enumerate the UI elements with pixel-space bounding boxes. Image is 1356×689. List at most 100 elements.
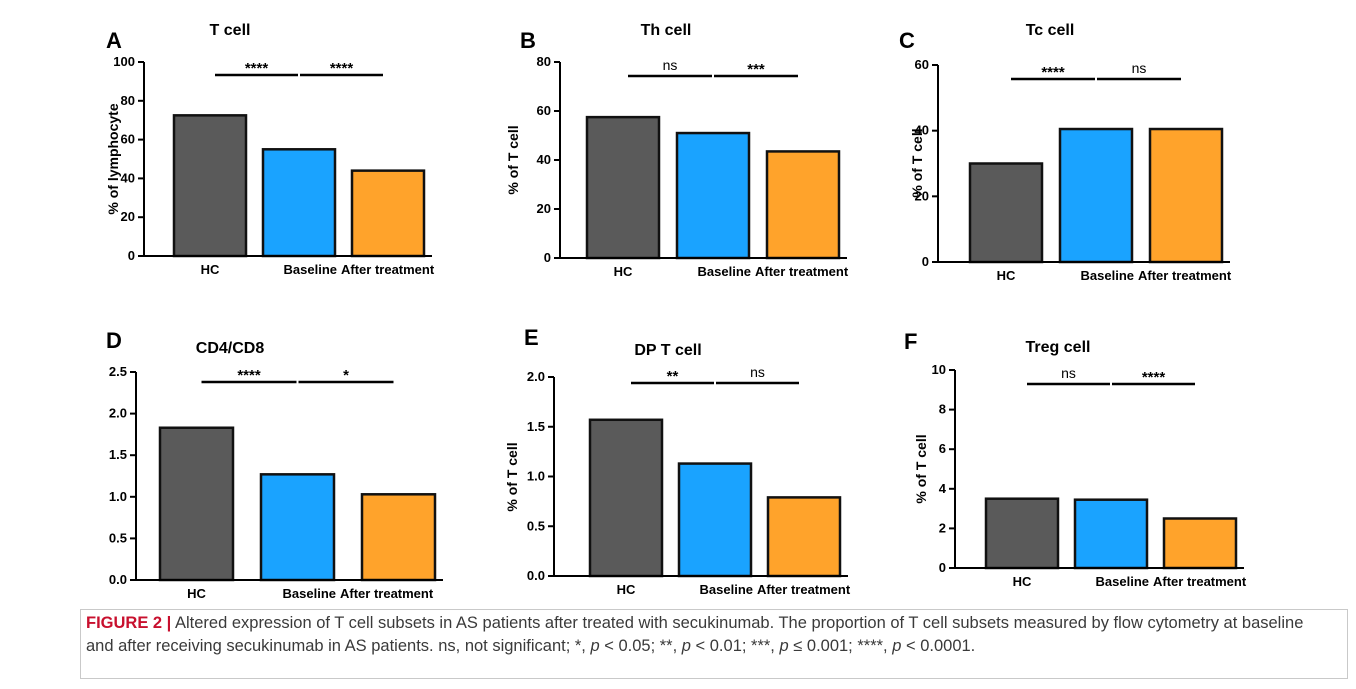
y-tick-label: 40	[121, 170, 135, 185]
y-tick-label: 0	[922, 254, 929, 269]
y-axis-label: % of T cell	[909, 128, 925, 197]
x-tick-label: HC	[1013, 574, 1032, 589]
caption-frame	[80, 609, 1348, 679]
y-tick-label: 2.0	[527, 369, 545, 384]
x-tick-label: HC	[617, 582, 636, 597]
chart-title: T cell	[210, 22, 251, 39]
x-tick-label: After treatment	[757, 582, 851, 597]
y-tick-label: 0	[544, 250, 551, 265]
y-tick-label: 0	[128, 248, 135, 263]
bar-baseline	[259, 473, 336, 582]
chart-panel-C: C Tc cell 0 20 40 60 % of T cell HC Baseline Afte…	[899, 22, 1232, 283]
significance-label: ****	[237, 367, 261, 384]
x-tick-label: HC	[997, 268, 1016, 283]
y-tick-label: 2.0	[109, 406, 127, 421]
y-axis-label: % of lymphocyte	[105, 103, 121, 214]
significance-label: ns	[1061, 365, 1076, 381]
chart-title: CD4/CD8	[196, 340, 265, 357]
x-tick-label: Baseline	[700, 582, 753, 597]
bar-baseline	[261, 148, 337, 258]
y-axis-label: % of T cell	[505, 125, 521, 194]
panel-letter: D	[106, 328, 122, 353]
chart-title: DP T cell	[634, 342, 701, 359]
x-tick-label: After treatment	[1138, 268, 1232, 283]
bar-hc	[968, 162, 1044, 264]
bar-hc	[172, 114, 248, 258]
y-tick-label: 0	[939, 560, 946, 575]
x-tick-label: HC	[614, 264, 633, 279]
chart-title: Treg cell	[1026, 339, 1091, 356]
y-axis-label: % of T cell	[913, 434, 929, 503]
x-tick-label: After treatment	[755, 264, 849, 279]
y-tick-label: 1.0	[109, 489, 127, 504]
bar-hc	[984, 497, 1060, 570]
significance-label: ns	[663, 57, 678, 73]
y-tick-label: 60	[537, 103, 551, 118]
bar-after-treatment	[360, 493, 437, 582]
y-tick-label: 0.0	[109, 572, 127, 587]
significance-label: ****	[1142, 369, 1166, 386]
caption-stats: ns, not significant; *, p < 0.05; **, p …	[438, 637, 976, 655]
y-tick-label: 2	[939, 520, 946, 535]
significance-label: ns	[750, 364, 765, 380]
y-tick-label: 1.5	[527, 419, 545, 434]
y-tick-label: 1.0	[527, 469, 545, 484]
panel-letter: B	[520, 28, 536, 53]
y-tick-label: 20	[121, 209, 135, 224]
y-tick-label: 40	[537, 152, 551, 167]
panel-letter: E	[524, 325, 539, 350]
chart-panel-A: A T cell 0 20 40 60 80 100 % of lymphocyte HC Base…	[105, 22, 435, 277]
x-tick-label: After treatment	[340, 586, 434, 601]
x-tick-label: Baseline	[698, 264, 751, 279]
x-tick-label: After treatment	[1153, 574, 1247, 589]
bar-hc	[588, 418, 664, 578]
significance-label: ****	[1041, 64, 1065, 81]
significance-label: ***	[747, 61, 765, 78]
x-tick-label: Baseline	[284, 262, 337, 277]
bar-baseline	[677, 462, 753, 578]
y-tick-label: 0.5	[109, 530, 127, 545]
y-tick-label: 60	[915, 57, 929, 72]
caption-text: Altered expression of T cell subsets in …	[86, 614, 1304, 655]
chart-panel-E: E DP T cell 0.0 0.5 1.0 1.5 2.0 % of T cell HC Ba…	[504, 325, 851, 597]
x-tick-label: Baseline	[1081, 268, 1134, 283]
y-tick-label: 0.0	[527, 568, 545, 583]
significance-label: **	[667, 368, 679, 385]
y-tick-label: 6	[939, 441, 946, 456]
y-tick-label: 0.5	[527, 518, 545, 533]
bar-hc	[585, 115, 661, 260]
figure-label: FIGURE 2 |	[86, 614, 172, 632]
bar-after-treatment	[1148, 127, 1224, 264]
x-tick-label: Baseline	[1096, 574, 1149, 589]
y-tick-label: 8	[939, 402, 946, 417]
y-tick-label: 4	[939, 481, 947, 496]
chart-panel-B: B Th cell 0 20 40 60 80 % of T cell HC Baseline Af…	[505, 22, 849, 279]
bar-after-treatment	[1162, 517, 1238, 570]
x-tick-label: HC	[201, 262, 220, 277]
chart-title: Th cell	[641, 22, 692, 39]
significance-label: ****	[330, 60, 354, 77]
y-tick-label: 1.5	[109, 447, 127, 462]
bar-baseline	[1073, 498, 1149, 570]
bar-baseline	[1058, 127, 1134, 264]
chart-panel-F: F Treg cell 0 2 4 6 8 10 % of T cell HC Baseline Af…	[904, 329, 1247, 589]
significance-label: *	[343, 367, 349, 384]
y-tick-label: 40	[915, 123, 929, 138]
significance-label: ns	[1132, 60, 1147, 76]
bar-baseline	[675, 131, 751, 260]
y-axis-label: % of T cell	[504, 442, 520, 511]
chart-title: Tc cell	[1026, 22, 1075, 39]
bar-after-treatment	[765, 150, 841, 260]
y-tick-label: 80	[121, 93, 135, 108]
figure-caption: FIGURE 2 | Altered expression of T cell …	[86, 612, 1326, 658]
x-tick-label: HC	[187, 586, 206, 601]
y-tick-label: 80	[537, 54, 551, 69]
bar-hc	[158, 426, 235, 582]
y-tick-label: 20	[537, 201, 551, 216]
x-tick-label: After treatment	[341, 262, 435, 277]
significance-label: ****	[245, 60, 269, 77]
chart-panel-D: D CD4/CD8 0.0 0.5 1.0 1.5 2.0 2.5 HC Baseline Afte…	[106, 328, 443, 601]
bar-after-treatment	[350, 169, 426, 258]
panel-letter: A	[106, 28, 122, 53]
